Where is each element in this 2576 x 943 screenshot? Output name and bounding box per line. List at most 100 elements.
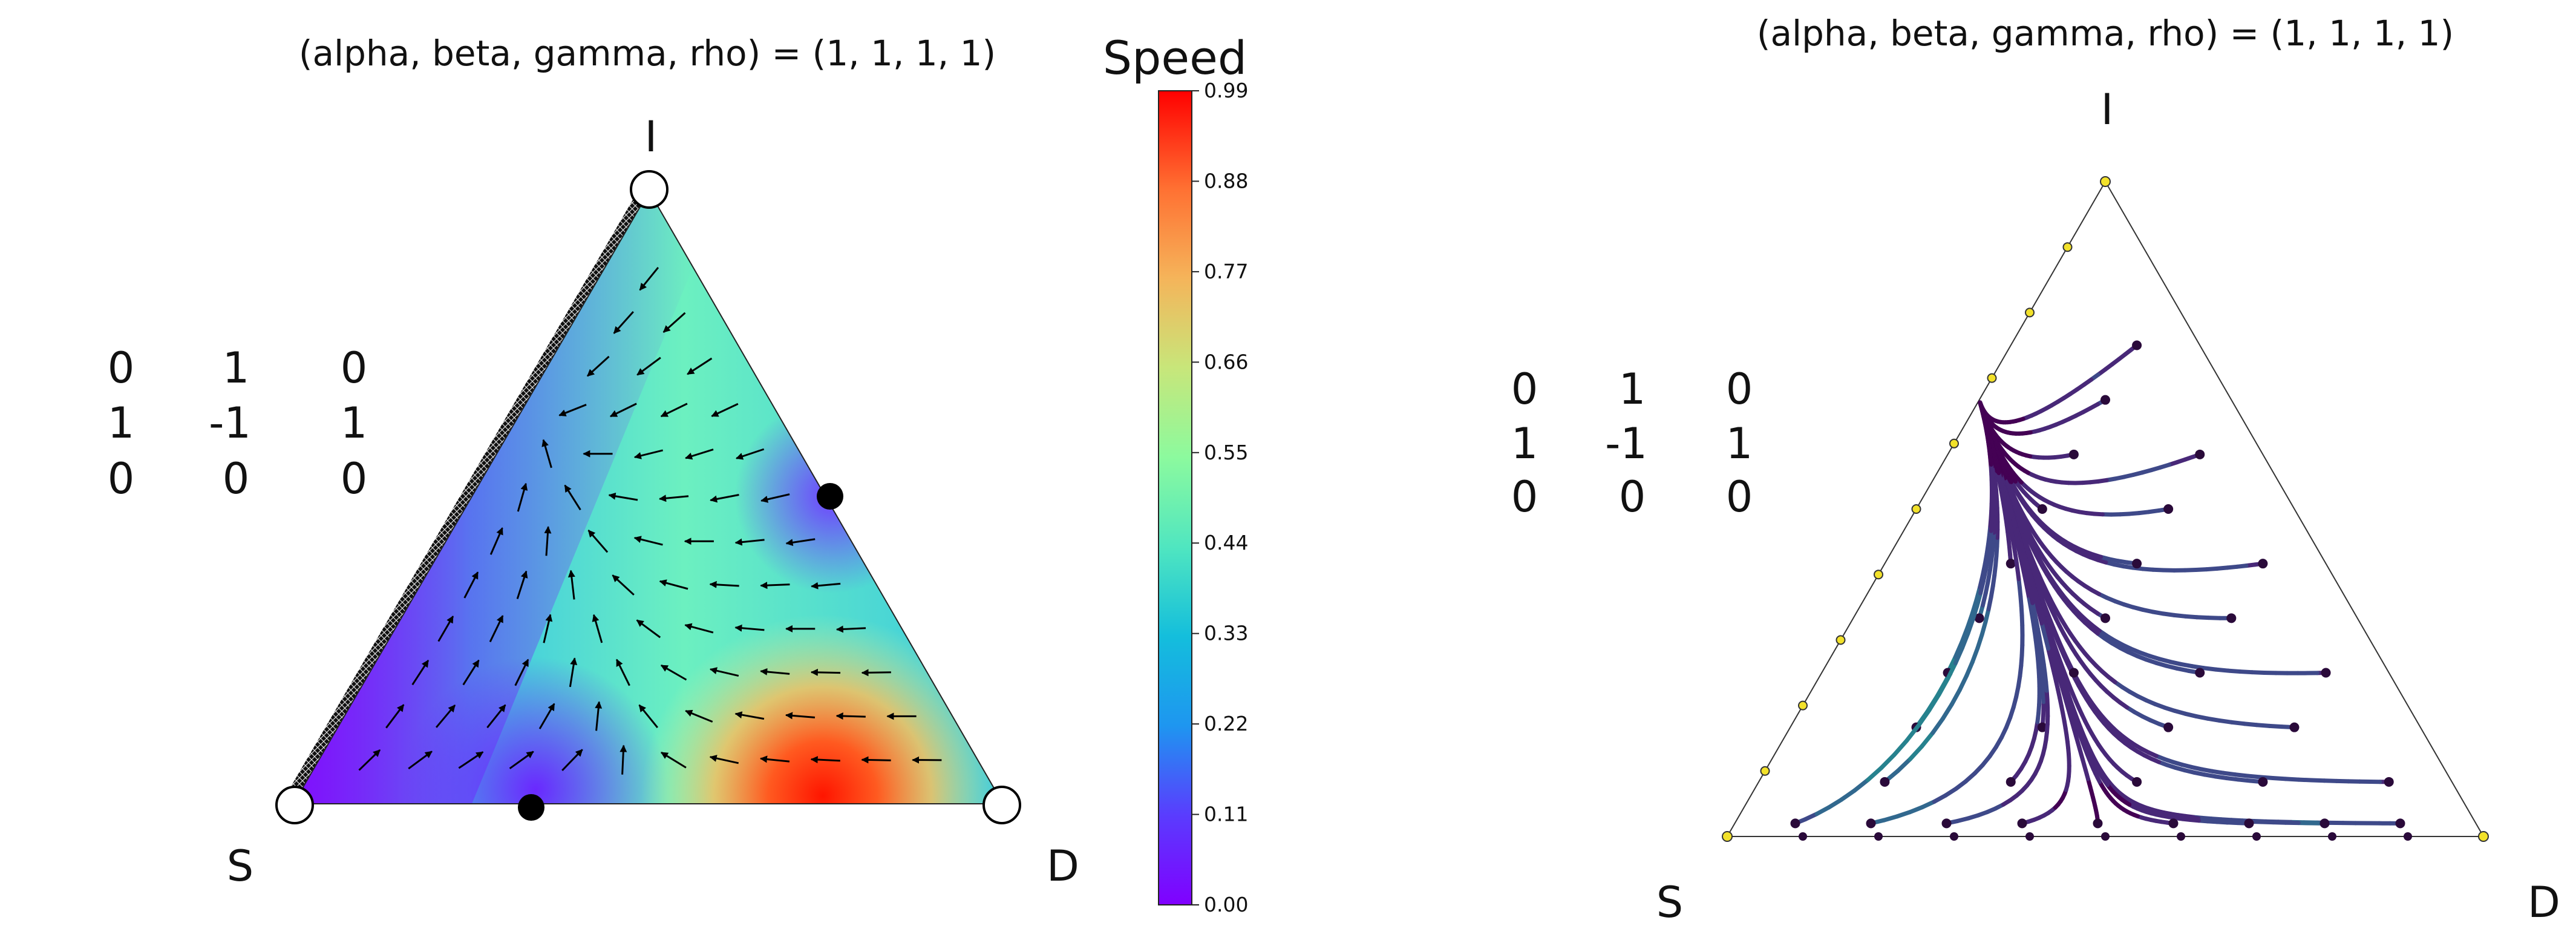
trajectory-segment	[1920, 799, 1937, 810]
vector-arrow	[486, 704, 506, 729]
vector-arrow	[462, 659, 480, 686]
trajectory-start-point	[2195, 668, 2205, 678]
boundary-point	[1798, 700, 1808, 711]
boundary-point	[1799, 832, 1807, 841]
vector-arrow	[613, 310, 634, 334]
trajectory-segment	[1937, 676, 1950, 697]
trajectory-start-point	[2132, 340, 2142, 350]
vector-arrow	[608, 492, 638, 501]
vector-arrow	[660, 664, 687, 681]
trajectory-segment	[1960, 631, 1970, 651]
vector-arrow	[734, 538, 765, 546]
vertex-point	[1722, 831, 1733, 842]
trajectory-segment	[1970, 646, 1980, 664]
boundary-point	[2328, 832, 2336, 841]
boundary-point	[2177, 832, 2185, 841]
trajectory-segment	[1895, 757, 1912, 774]
trajectory-segment	[1826, 797, 1844, 810]
boundary-point	[1950, 832, 1958, 841]
fixed-point-id-stable	[817, 483, 843, 510]
trajectory-start-point	[2100, 613, 2110, 623]
trajectory-segment	[1970, 597, 1979, 616]
boundary-point	[2101, 832, 2110, 841]
left-matrix-cell-2-1: 0	[223, 454, 250, 504]
trajectory-segment	[1975, 632, 1984, 651]
vector-arrow	[662, 312, 686, 333]
right-vertex-label-i: I	[2101, 85, 2114, 134]
colorbar-tick-label: 0.11	[1204, 803, 1248, 826]
vector-arrow	[543, 614, 553, 643]
trajectory-segment	[1965, 611, 1975, 629]
boundary-point	[1987, 373, 1997, 383]
vector-arrow	[567, 570, 575, 600]
right-matrix-cell-0-1: 1	[1619, 364, 1646, 414]
trajectory-start-point	[2384, 777, 2394, 787]
trajectory-start-point	[2006, 777, 2016, 787]
trajectory-segment	[1966, 617, 1975, 636]
vector-arrow	[710, 494, 739, 503]
trajectory-start-point	[2395, 818, 2405, 829]
right-matrix-cell-2-1: 0	[1619, 472, 1646, 522]
vector-arrow	[458, 751, 484, 769]
left-matrix-cell-2-2: 0	[341, 454, 368, 504]
fixed-point-s-unstable	[275, 786, 314, 824]
right-matrix-cell-0-0: 0	[1511, 364, 1538, 414]
vector-arrow	[612, 574, 635, 596]
colorbar-ticks: 0.00 0.11 0.22 0.33 0.44 0.55 0.66 0.77 0.88 0.99	[1192, 79, 1248, 916]
vector-arrow	[516, 570, 528, 599]
boundary-point	[1949, 438, 1959, 448]
trajectory-start-point	[2289, 722, 2300, 732]
vector-arrow	[684, 623, 714, 634]
trajectory-start-point	[2226, 613, 2237, 623]
vector-arrow	[638, 704, 658, 729]
trajectory-start-point	[2132, 559, 2142, 569]
right-trajectories	[1790, 340, 2405, 829]
left-matrix-cell-1-2: 1	[341, 398, 368, 448]
trajectory-segment	[1949, 688, 1962, 707]
vector-arrow	[595, 701, 603, 731]
trajectory-segment	[1920, 731, 1935, 749]
vector-arrow	[538, 703, 555, 729]
vector-arrow	[687, 357, 713, 375]
vector-arrow	[734, 624, 765, 632]
vector-arrow	[661, 751, 687, 769]
vector-arrow	[541, 439, 552, 468]
vector-arrow	[636, 356, 661, 376]
boundary-point	[2025, 307, 2035, 318]
trajectory-segment	[1881, 814, 1900, 823]
right-matrix-cell-1-1: -1	[1605, 419, 1647, 468]
vector-arrow	[564, 484, 581, 511]
trajectory-start-point	[2195, 449, 2205, 459]
vector-arrow	[408, 751, 433, 770]
vector-arrow	[861, 669, 891, 677]
colorbar-tick-label: 0.88	[1204, 169, 1248, 192]
vector-arrow	[411, 660, 430, 686]
vector-arrow	[760, 755, 790, 763]
trajectory-start-point	[2321, 668, 2331, 678]
boundary-point	[2252, 832, 2261, 841]
right-payoff-matrix: 0 1 0 1 -1 1 0 0 0	[1511, 364, 1753, 522]
vector-arrow	[636, 619, 661, 639]
speed-colorbar: Speed 0.000.110.220.330.440.550.660.770.…	[1103, 31, 1249, 916]
trajectory-start-point	[2132, 777, 2142, 787]
vector-arrow	[785, 538, 816, 547]
vector-arrow	[685, 448, 714, 460]
right-matrix-cell-0-2: 0	[1726, 364, 1753, 414]
trajectory-start-point	[2163, 722, 2174, 732]
trajectory-segment	[1879, 752, 1897, 770]
trajectory-segment	[2254, 723, 2272, 728]
right-matrix-cell-2-2: 0	[1726, 472, 1753, 522]
vector-arrow	[385, 704, 405, 729]
vector-arrow	[709, 667, 739, 677]
trajectory-start-point	[1866, 818, 1876, 829]
vector-arrow	[463, 571, 479, 599]
trajectory-start-point	[2068, 449, 2079, 459]
trajectory-segment	[1964, 659, 1975, 678]
vector-arrow	[561, 749, 583, 772]
boundary-point	[1874, 832, 1883, 841]
trajectory-segment	[1957, 674, 1969, 692]
left-title: (alpha, beta, gamma, rho) = (1, 1, 1, 1)	[299, 33, 996, 74]
left-speed-heatmap	[284, 185, 1004, 804]
left-heatmap-low-edge	[293, 191, 696, 804]
boundary-point	[1911, 504, 1921, 514]
